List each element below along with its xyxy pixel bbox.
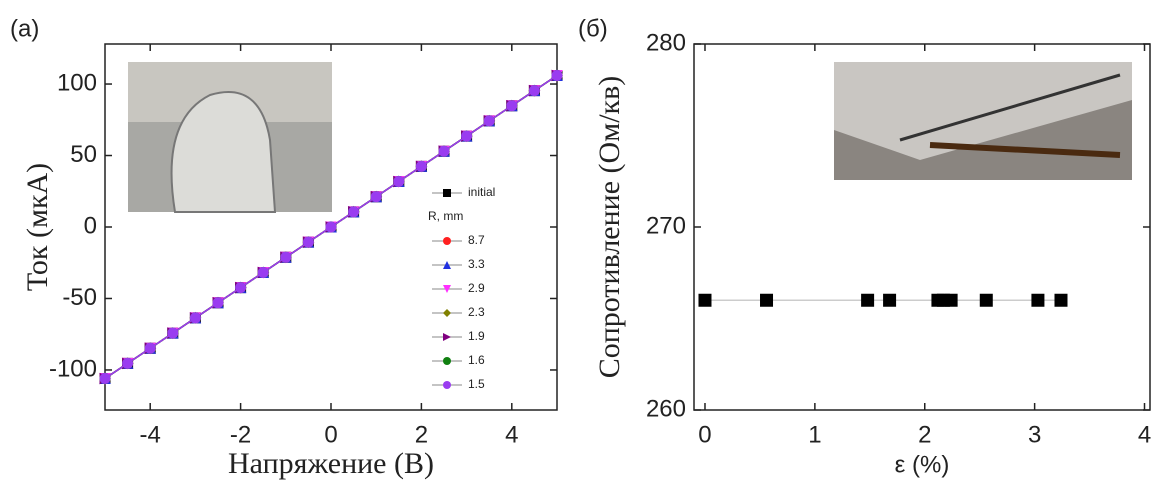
photo-inset-a <box>128 62 332 213</box>
data-point <box>257 267 269 278</box>
x-tick-label: -2 <box>230 421 251 448</box>
x-tick-label: 4 <box>505 421 518 448</box>
data-point <box>212 297 224 309</box>
data-point <box>461 130 473 142</box>
y-axis-label: Ток (мкА) <box>21 163 54 291</box>
legend-label: 3.3 <box>468 257 485 271</box>
data-point <box>189 312 201 324</box>
data-point <box>280 251 292 263</box>
data-point <box>979 293 993 307</box>
data-point <box>122 357 134 369</box>
panel-label: (a) <box>10 15 39 42</box>
data-point <box>698 293 712 307</box>
legend-marker <box>443 237 451 245</box>
legend-label: 1.5 <box>468 377 485 391</box>
legend-marker <box>443 285 451 293</box>
data-point <box>370 191 382 203</box>
data-point <box>99 373 111 384</box>
data-point <box>438 145 450 157</box>
panel-label: (б) <box>578 15 608 42</box>
legend-marker <box>443 309 451 317</box>
data-point <box>1031 293 1045 307</box>
x-tick-label: 2 <box>918 421 931 448</box>
y-tick-label: 50 <box>70 141 97 168</box>
data-point <box>167 327 179 339</box>
data-point <box>528 85 540 97</box>
data-point <box>1054 293 1068 307</box>
data-point <box>144 342 156 354</box>
x-tick-label: 3 <box>1028 421 1041 448</box>
legend-title: R, mm <box>428 209 463 223</box>
data-point <box>348 206 360 218</box>
data-point <box>325 221 337 233</box>
legend-marker <box>443 261 451 269</box>
y-tick-label: -50 <box>62 284 97 311</box>
y-tick-label: -100 <box>49 355 97 382</box>
legend-marker <box>443 357 451 365</box>
x-tick-label: 0 <box>324 421 337 448</box>
data-point <box>883 293 897 307</box>
y-tick-label: 0 <box>84 212 97 239</box>
data-point <box>483 115 495 127</box>
legend-marker <box>443 333 451 341</box>
data-point <box>551 70 563 81</box>
y-tick-label: 280 <box>646 29 686 56</box>
legend-label: 8.7 <box>468 233 485 247</box>
legend-label: initial <box>468 185 495 199</box>
legend-marker <box>443 381 451 389</box>
x-tick-label: 2 <box>415 421 428 448</box>
data-point <box>861 293 875 307</box>
y-tick-label: 260 <box>646 395 686 422</box>
x-axis-label: ε (%) <box>895 451 950 478</box>
legend-label: 1.6 <box>468 353 485 367</box>
legend-label: 1.9 <box>468 329 485 343</box>
data-point <box>506 100 518 112</box>
x-tick-label: 4 <box>1138 421 1151 448</box>
x-axis-label: Напряжение (В) <box>228 447 434 480</box>
y-axis-label: Сопротивление (Ом/кв) <box>593 76 626 379</box>
x-tick-label: 1 <box>808 421 821 448</box>
legend-marker <box>443 189 451 197</box>
legend-label: 2.9 <box>468 281 485 295</box>
legend-label: 2.3 <box>468 305 485 319</box>
y-tick-label: 100 <box>57 69 97 96</box>
data-point <box>760 293 774 307</box>
photo-inset-b <box>834 62 1132 180</box>
data-point <box>944 293 958 307</box>
y-tick-label: 270 <box>646 212 686 239</box>
x-tick-label: -4 <box>140 421 161 448</box>
data-point <box>415 160 427 172</box>
x-tick-label: 0 <box>698 421 711 448</box>
data-point <box>393 176 405 187</box>
data-point <box>302 236 314 248</box>
data-point <box>235 282 247 294</box>
